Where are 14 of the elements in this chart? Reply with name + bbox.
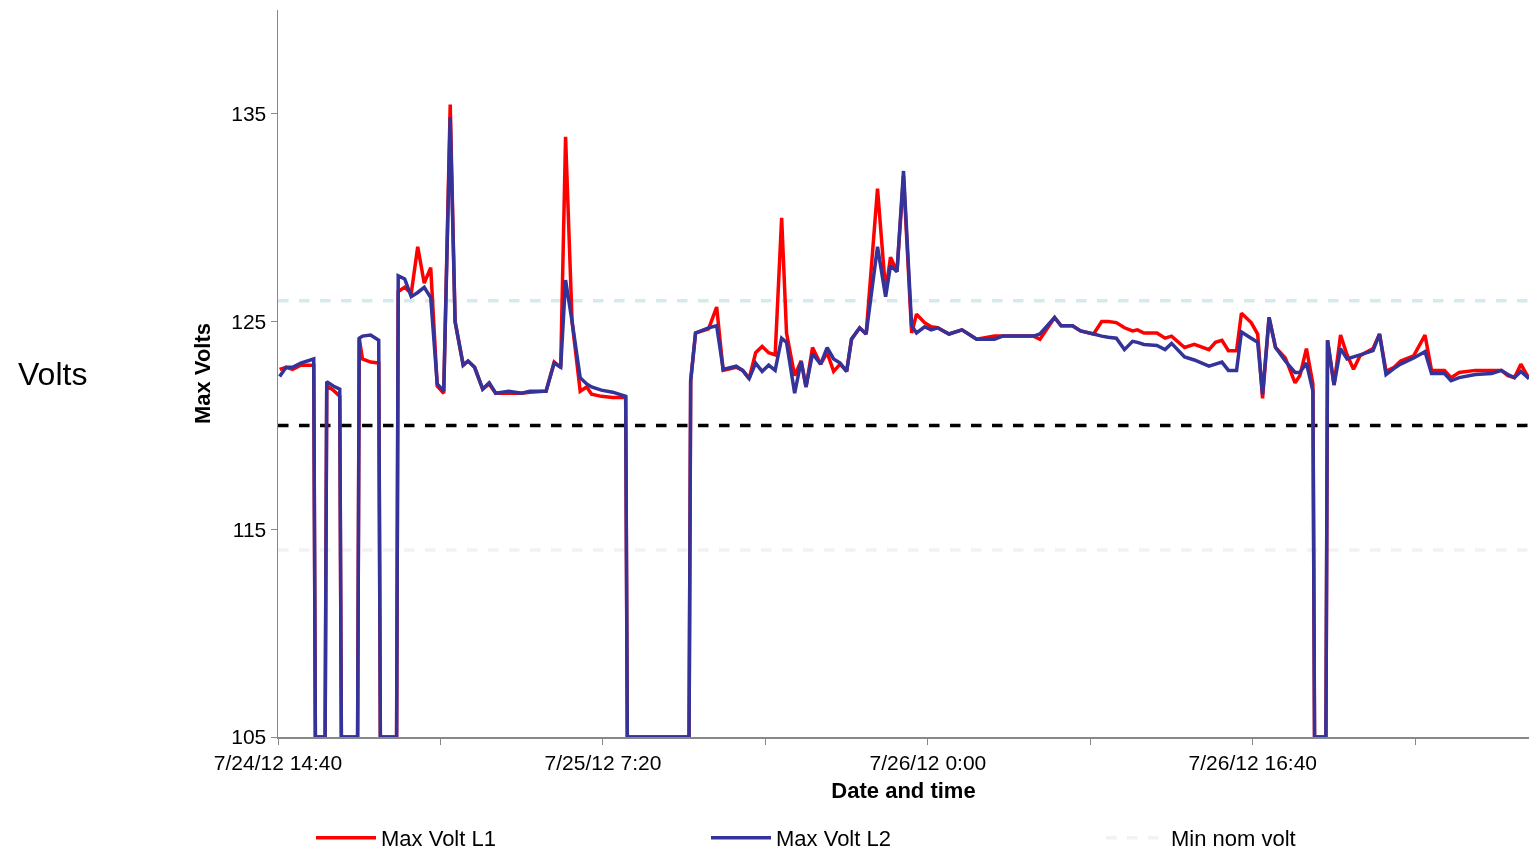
legend-label: Max Volt L2 — [776, 826, 891, 852]
legend-label: Max Volt L1 — [381, 826, 496, 852]
text: Volts — [18, 356, 88, 392]
x-tick-label: 7/25/12 7:20 — [544, 750, 662, 774]
x-tick-label: 7/24/12 14:40 — [213, 750, 343, 774]
x-axis-title: Date and time — [831, 778, 976, 804]
legend-label: Min nom volt — [1171, 826, 1296, 852]
y-tick-label: 105 — [231, 725, 267, 749]
x-tick-label: 7/26/12 16:40 — [1188, 750, 1318, 774]
y-tick-label: 135 — [231, 102, 267, 126]
x-tick-label: 7/26/12 0:00 — [869, 750, 987, 774]
y-axis-title: Max Volts — [190, 322, 216, 425]
y-tick-label: 125 — [231, 309, 267, 333]
y-tick-label: 115 — [232, 517, 267, 541]
